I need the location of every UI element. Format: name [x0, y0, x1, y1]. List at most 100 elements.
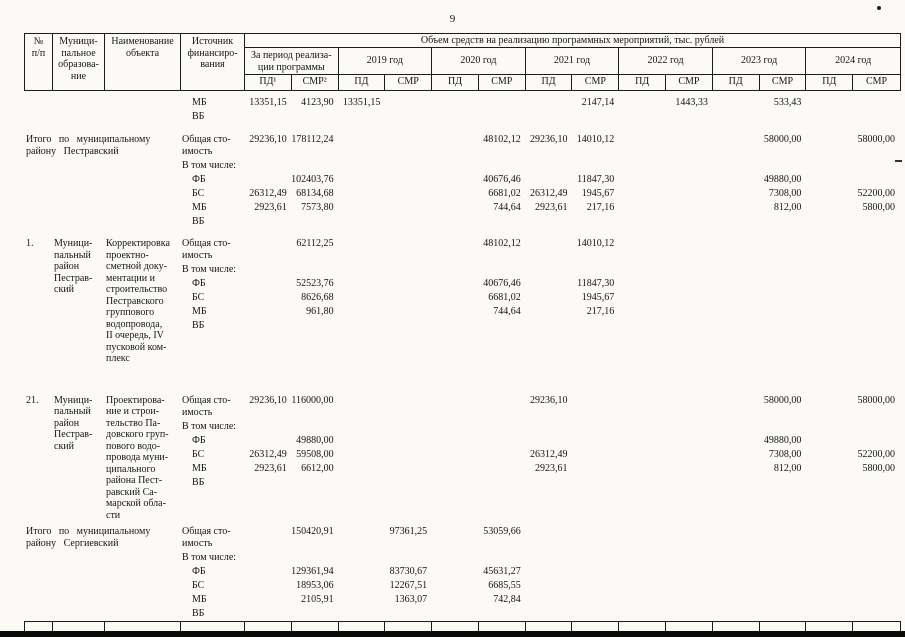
bottom-grid-cell	[245, 622, 292, 632]
municipality-cell: Муници- пальный район Пестрав- ский	[54, 394, 93, 452]
funding-source-cell: БС	[182, 292, 205, 303]
row-number-cell: 21.	[26, 394, 39, 406]
finance-line: МБ 2923,61 7573,80 744,64 2923,61 217,16 812,0…	[180, 202, 901, 214]
header-period-group: За период реализа- ции программы	[245, 48, 339, 74]
value-cell: 58000,00	[763, 134, 802, 145]
header-subcol-pd-2021: ПД	[526, 75, 573, 90]
value-cell: 52200,00	[857, 188, 895, 199]
header-years-row: За период реализа- ции программы 2019 го…	[245, 48, 900, 75]
finance-lines: Общая сто- имость 150420,91 97361,25 53059,…	[180, 526, 901, 622]
bottom-grid-cell	[432, 622, 479, 632]
header-volume-group: Объем средств на реализацию программных …	[245, 34, 900, 90]
bottom-grid-cell	[53, 622, 105, 632]
header-subcol-smr-2021: СМР	[572, 75, 620, 90]
value-cell: 6612,00	[301, 462, 334, 474]
value-cell: 26312,49	[529, 448, 568, 460]
value-cell: 5800,00	[862, 202, 895, 213]
value-cell: 48102,12	[483, 134, 521, 145]
value-cell: 812,00	[773, 202, 802, 213]
finance-line: МБ 13351,15 4123,90 13351,15 2147,14 1443,33 5…	[180, 97, 901, 109]
value-cell: 68134,68	[296, 188, 334, 199]
table-block: Итого по муниципальному району Пестравск…	[24, 134, 901, 230]
funding-source-cell: ВБ	[182, 111, 205, 122]
header-year-2023: 2023 год	[713, 48, 807, 74]
value-cell: 116000,00	[291, 394, 334, 406]
value-cell: 217,16	[586, 306, 615, 317]
finance-lines: Общая сто- имость 62112,25 48102,12 14010,1…	[180, 238, 901, 334]
finance-line: МБ 961,80 744,64 217,16	[180, 306, 901, 318]
value-cell: 18953,06	[296, 580, 334, 591]
funding-source-cell: Общая сто- имость	[182, 526, 231, 549]
funding-source-cell: В том числе:	[182, 160, 237, 171]
value-cell: 26312,49	[249, 188, 287, 199]
funding-source-cell: В том числе:	[182, 420, 237, 432]
funding-source-cell: Общая сто- имость	[182, 238, 231, 261]
value-cell: 13351,15	[249, 97, 287, 108]
value-cell: 29236,10	[249, 134, 287, 145]
finance-line: В том числе:	[180, 160, 901, 172]
funding-source-cell: ВБ	[182, 608, 205, 619]
scan-artifact	[877, 6, 881, 10]
value-cell: 58000,00	[857, 134, 895, 145]
finance-line: БС 26312,49 59508,00 26312,49 7308,00 52200,0…	[180, 449, 901, 461]
bottom-grid-cell	[760, 622, 807, 632]
bottom-grid-cell	[806, 622, 854, 632]
municipality-cell: Муници- пальный район Пестрав- ский	[54, 238, 93, 295]
header-col-source: Источник финансиро- вания	[181, 34, 245, 90]
value-cell: 97361,25	[389, 526, 428, 537]
finance-line: ФБ 102403,76 40676,46 11847,30 49880,00	[180, 174, 901, 186]
value-cell: 7308,00	[768, 448, 802, 460]
finance-line: ВБ	[180, 477, 901, 489]
header-volume-title: Объем средств на реализацию программных …	[245, 34, 900, 48]
value-cell: 2923,61	[254, 202, 287, 213]
value-cell: 742,84	[493, 594, 521, 605]
value-cell: 29236,10	[529, 394, 568, 406]
row-number-cell: 1.	[26, 238, 34, 249]
funding-source-cell: ФБ	[182, 278, 206, 289]
header-subcol-pd-2020: ПД	[432, 75, 479, 90]
program-funding-table: № п/п Муници- пальное образова- ние Наим…	[24, 33, 901, 622]
header-subcol-smr-2020: СМР	[479, 75, 526, 90]
value-cell: 6681,02	[488, 188, 521, 199]
header-subcol-pd-2023: ПД	[713, 75, 760, 90]
finance-line: БС 18953,06 12267,51 6685,55	[180, 580, 901, 592]
header-subcol-pd-period: ПД¹	[245, 75, 292, 90]
value-cell: 62112,25	[296, 238, 334, 249]
value-cell: 40676,46	[483, 174, 521, 185]
header-year-2020: 2020 год	[432, 48, 526, 74]
value-cell: 1945,67	[581, 188, 615, 199]
table-block: МБ 13351,15 4123,90 13351,15 2147,14 1443,33 5…	[24, 97, 901, 125]
bottom-grid-cell	[713, 622, 760, 632]
bottom-grid-cell	[526, 622, 573, 632]
funding-source-cell: ВБ	[182, 320, 205, 331]
finance-line: Общая сто- имость 29236,10 116000,00 29236,…	[180, 395, 901, 419]
value-cell: 2923,61	[254, 462, 287, 474]
value-cell: 5800,00	[862, 462, 895, 474]
funding-source-cell: В том числе:	[182, 552, 237, 563]
value-cell: 1363,07	[394, 594, 428, 605]
header-col-object: Наименование объекта	[105, 34, 181, 90]
finance-line: Общая сто- имость 150420,91 97361,25 53059,…	[180, 526, 901, 550]
value-cell: 102403,76	[291, 174, 334, 185]
value-cell: 40676,46	[483, 278, 521, 289]
value-cell: 49880,00	[763, 174, 802, 185]
value-cell: 48102,12	[483, 238, 521, 249]
header-year-2019: 2019 год	[339, 48, 433, 74]
bottom-grid-cell	[339, 622, 386, 632]
finance-line: БС 26312,49 68134,68 6681,02 26312,49 1945,67…	[180, 188, 901, 200]
value-cell: 7308,00	[768, 188, 802, 199]
value-cell: 1443,33	[675, 97, 708, 108]
funding-source-cell: Общая сто- имость	[182, 134, 231, 157]
value-cell: 14010,12	[576, 238, 615, 249]
value-cell: 2147,14	[581, 97, 615, 108]
value-cell: 49880,00	[296, 434, 334, 446]
value-cell: 11847,30	[577, 278, 615, 289]
funding-source-cell: МБ	[182, 594, 207, 605]
bottom-grid-cell	[105, 622, 181, 632]
value-cell: 12267,51	[389, 580, 428, 591]
funding-source-cell: МБ	[182, 462, 207, 474]
finance-line: ФБ 129361,94 83730,67 45631,27	[180, 566, 901, 578]
funding-source-cell: БС	[182, 448, 205, 460]
funding-source-cell: В том числе:	[182, 264, 237, 275]
